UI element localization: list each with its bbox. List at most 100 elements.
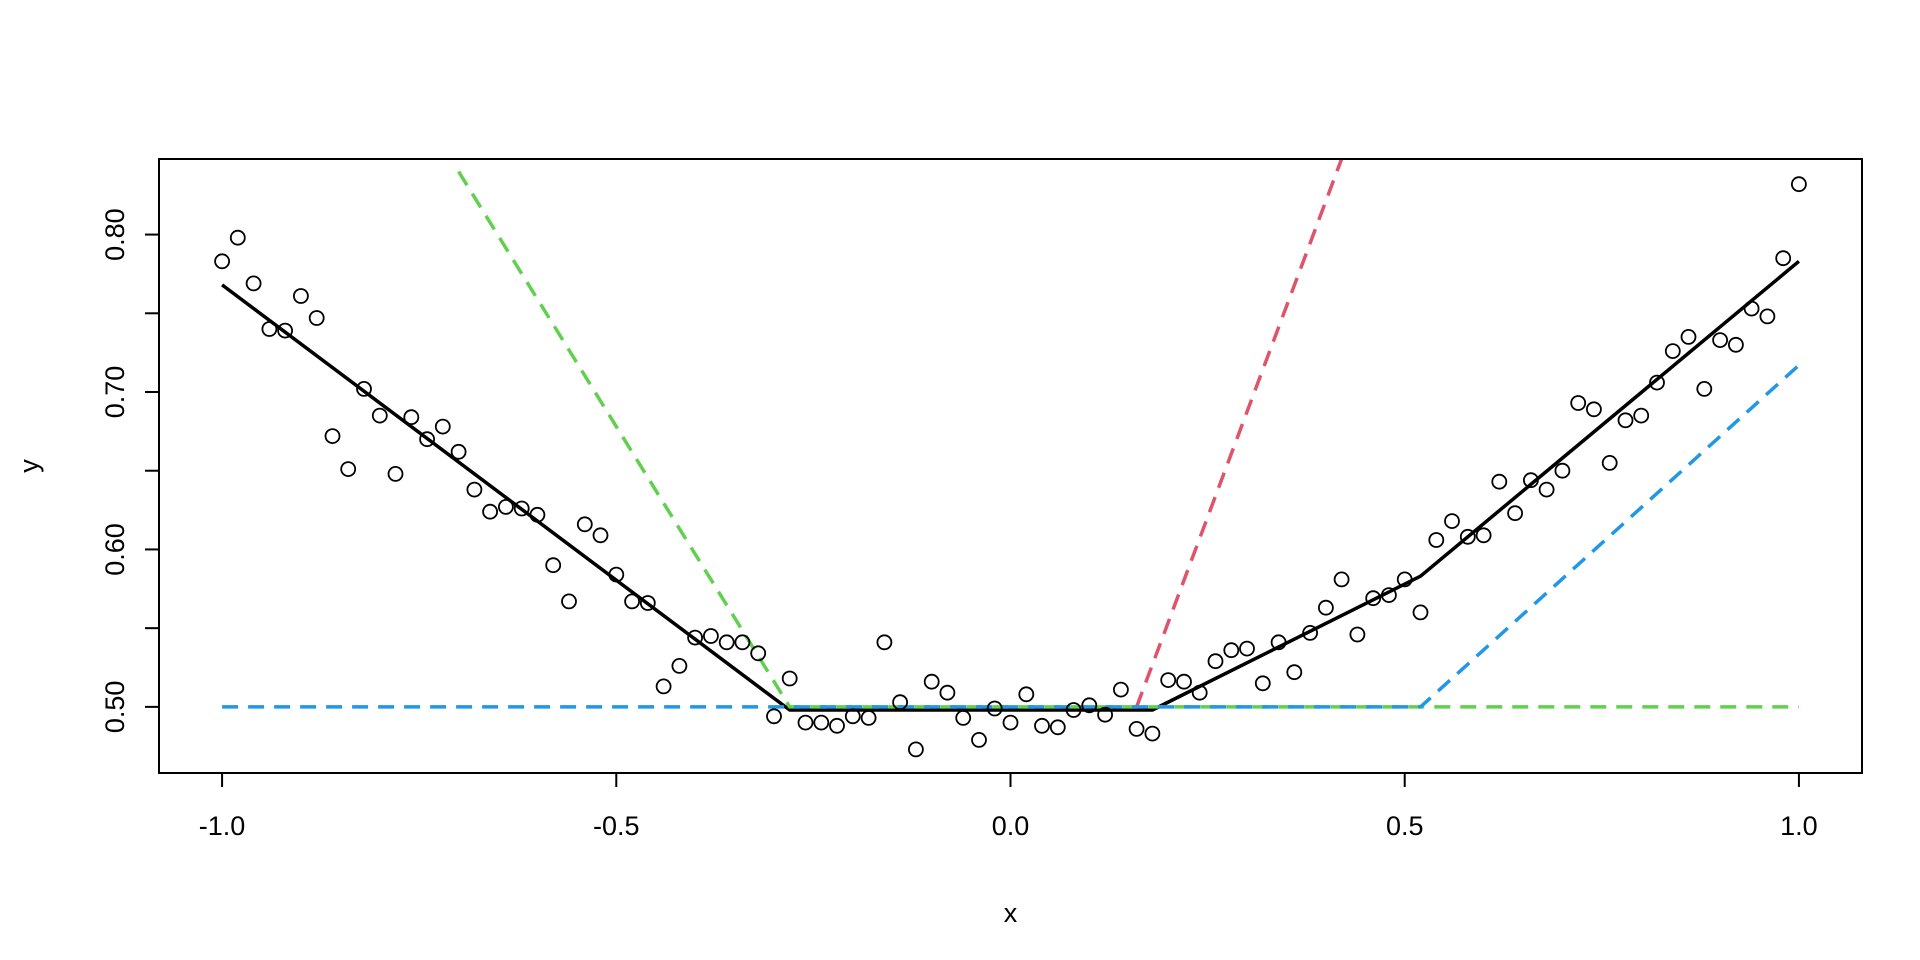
data-point	[1570, 395, 1587, 411]
y-axis: 0.50 0.60 0.70 0.80	[100, 208, 160, 733]
data-point	[1728, 336, 1744, 353]
data-point	[1128, 721, 1145, 737]
data-point	[214, 253, 231, 270]
data-point	[450, 443, 467, 460]
data-point	[1633, 407, 1650, 424]
data-point	[1097, 706, 1113, 723]
series-line-3	[1134, 159, 1344, 708]
series-line-4	[222, 363, 1801, 709]
data-point	[1491, 473, 1508, 490]
data-point	[1586, 401, 1602, 418]
x-tick-label: 0.5	[1386, 811, 1424, 841]
data-point	[1428, 532, 1445, 548]
plot-frame	[158, 158, 1863, 774]
data-point	[340, 461, 357, 478]
data-point	[1459, 528, 1476, 545]
x-tick-label: 0.0	[992, 811, 1030, 841]
data-point	[908, 741, 924, 758]
y-tick-label: 0.70	[100, 366, 130, 419]
data-point	[844, 708, 861, 725]
series-layer	[221, 159, 1801, 712]
data-point	[1396, 571, 1413, 588]
data-point	[1176, 673, 1192, 690]
series-line-2	[457, 170, 1799, 709]
x-tick-label: -0.5	[593, 811, 640, 841]
data-point	[1270, 634, 1287, 651]
series-line-1	[221, 259, 1801, 712]
data-point	[1507, 505, 1523, 522]
points-layer	[214, 176, 1807, 758]
data-point	[655, 678, 672, 695]
data-point	[387, 465, 404, 482]
data-point	[1680, 328, 1697, 345]
data-point	[608, 566, 625, 583]
data-point	[1018, 686, 1035, 703]
y-axis-title: y	[14, 459, 44, 473]
data-point	[1743, 300, 1760, 317]
data-point	[939, 684, 956, 701]
data-point	[277, 322, 294, 339]
data-point	[986, 700, 1003, 717]
data-point	[356, 380, 372, 397]
data-point	[1523, 472, 1539, 489]
data-point	[1302, 625, 1318, 641]
data-point	[1160, 672, 1177, 688]
data-point	[671, 658, 688, 674]
x-tick-label: 1.0	[1780, 811, 1818, 841]
data-point	[1444, 513, 1460, 529]
data-point	[813, 714, 830, 731]
data-point	[1412, 604, 1429, 621]
data-point	[403, 409, 420, 426]
data-point	[1759, 308, 1776, 325]
data-point	[513, 500, 530, 517]
data-point	[639, 595, 656, 611]
data-point	[434, 418, 451, 435]
data-point	[261, 321, 278, 337]
data-point	[797, 714, 814, 731]
data-point	[766, 708, 782, 725]
data-point	[1002, 714, 1019, 731]
x-axis: -1.0 -0.5 0.0 0.5 1.0	[199, 772, 1818, 841]
data-point	[1223, 642, 1240, 659]
data-point	[545, 557, 562, 574]
data-point	[324, 428, 341, 445]
data-point	[371, 407, 388, 424]
data-point	[1034, 717, 1050, 734]
data-point	[466, 481, 483, 498]
data-point	[1349, 626, 1366, 643]
data-point	[419, 431, 436, 448]
data-point	[1601, 454, 1618, 471]
data-point	[292, 288, 309, 304]
data-point	[829, 717, 845, 734]
data-point	[1144, 725, 1161, 742]
y-tick-label: 0.80	[100, 208, 130, 261]
data-point	[734, 634, 751, 651]
data-point	[497, 498, 514, 515]
data-point	[1113, 681, 1129, 698]
data-point	[245, 275, 262, 292]
data-point	[923, 673, 940, 690]
data-point	[576, 516, 593, 533]
data-point	[1554, 462, 1571, 479]
data-point	[1649, 374, 1665, 391]
data-point	[1207, 653, 1224, 670]
data-point	[561, 593, 577, 610]
data-point	[482, 503, 499, 520]
data-point	[592, 527, 609, 544]
data-point	[1254, 675, 1271, 692]
data-point	[876, 634, 893, 651]
data-point	[703, 628, 719, 644]
data-point	[1333, 571, 1350, 588]
data-point	[1475, 527, 1492, 544]
data-point	[1617, 412, 1634, 429]
data-point	[1365, 590, 1382, 607]
data-point	[687, 629, 703, 646]
data-point	[1381, 587, 1397, 603]
data-point	[955, 710, 972, 726]
data-point	[1191, 684, 1208, 701]
data-point	[892, 694, 908, 711]
data-point	[781, 670, 798, 687]
data-point	[308, 310, 325, 326]
data-point	[718, 634, 735, 651]
